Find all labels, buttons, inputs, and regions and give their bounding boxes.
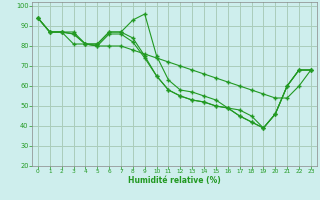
X-axis label: Humidité relative (%): Humidité relative (%): [128, 176, 221, 185]
